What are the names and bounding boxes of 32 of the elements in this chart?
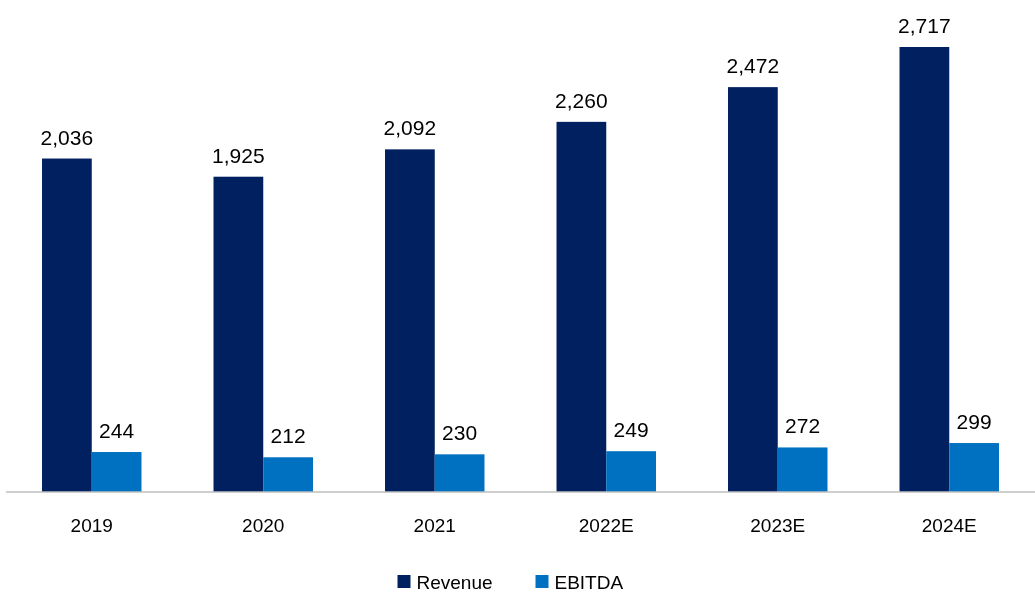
- bar: [42, 158, 92, 492]
- data-label: 249: [613, 418, 649, 442]
- data-label: 2,260: [555, 88, 608, 112]
- bar: [263, 457, 313, 492]
- x-tick-label: 2019: [70, 515, 113, 536]
- x-tick-label: 2020: [242, 515, 285, 536]
- bar: [434, 454, 485, 492]
- x-tick-label: 2022E: [578, 515, 634, 536]
- data-label: 272: [785, 414, 821, 438]
- data-label: 2,036: [40, 125, 94, 149]
- data-label: 2,092: [383, 116, 437, 140]
- legend-label: EBITDA: [554, 572, 624, 593]
- bar: [728, 87, 778, 492]
- data-label: 230: [442, 421, 478, 445]
- data-label: 2,472: [726, 54, 780, 78]
- data-label: 2,717: [898, 14, 951, 37]
- x-tick-label: 2023E: [750, 515, 806, 536]
- data-label: 212: [270, 424, 306, 448]
- data-label: 244: [99, 419, 135, 443]
- bar: [385, 149, 435, 492]
- bar: [556, 121, 607, 492]
- bar: [213, 176, 264, 492]
- legend-label: Revenue: [416, 572, 493, 593]
- data-label: 1,925: [212, 143, 265, 167]
- bar: [899, 47, 950, 492]
- x-tick-label: 2021: [413, 515, 456, 536]
- bar: [606, 451, 656, 492]
- data-label: 299: [956, 410, 992, 434]
- bar: [91, 452, 142, 492]
- bar: [949, 443, 999, 492]
- bar: [777, 447, 828, 492]
- x-tick-label: 2024E: [921, 515, 977, 536]
